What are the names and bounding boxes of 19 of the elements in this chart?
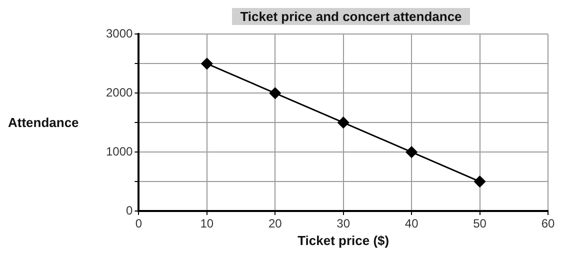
- y-tick-label: 2000: [106, 85, 134, 100]
- x-tick-label: 30: [336, 216, 350, 231]
- x-tick-label: 20: [268, 216, 282, 231]
- x-tick-label: 40: [404, 216, 419, 231]
- y-tick-label: 0: [126, 203, 134, 218]
- x-axis-title: Ticket price ($): [298, 232, 390, 248]
- x-tick-label: 60: [541, 216, 555, 231]
- chart-title: Ticket price and concert attendance: [232, 8, 470, 25]
- x-tick-label: 0: [135, 216, 142, 231]
- y-axis-title: Attendance: [8, 114, 80, 132]
- y-tick-label: 1000: [106, 144, 134, 158]
- x-tick-label: 10: [200, 216, 214, 231]
- point: [406, 146, 418, 158]
- point: [201, 58, 213, 70]
- x-tick-label: 50: [473, 216, 487, 231]
- y-tick-label: 3000: [106, 26, 134, 41]
- point: [338, 116, 350, 128]
- point: [474, 176, 486, 188]
- point: [269, 87, 281, 99]
